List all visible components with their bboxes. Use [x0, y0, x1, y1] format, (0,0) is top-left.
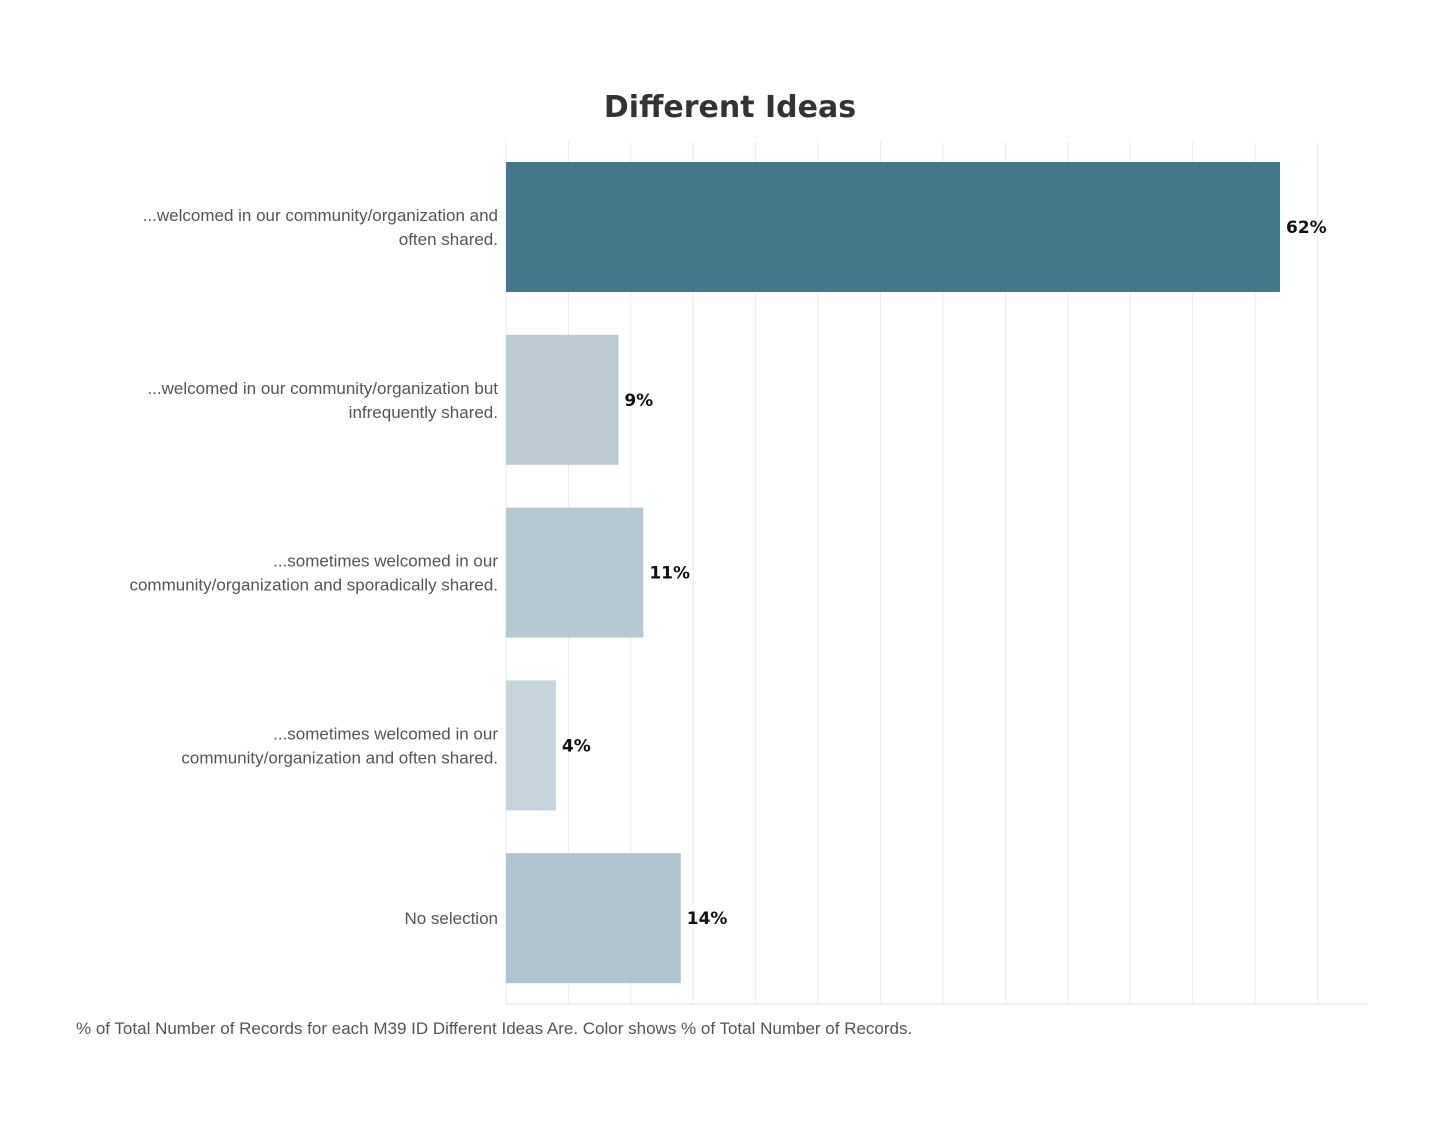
- value-labels: 62% 9% 11% 4% 14%: [562, 218, 1327, 929]
- bar-value-label: 9%: [624, 391, 653, 411]
- category-labels: ...welcomed in our community/organizatio…: [129, 206, 498, 928]
- chart-title: Different Ideas: [604, 90, 856, 125]
- category-label: No selection: [404, 909, 498, 928]
- category-label: community/organization and sporadically …: [129, 576, 498, 595]
- category-label: often shared.: [399, 230, 498, 249]
- category-label: ...welcomed in our community/organizatio…: [147, 379, 498, 398]
- bar: [506, 680, 556, 811]
- bar: [506, 334, 619, 465]
- bar: [506, 507, 644, 638]
- bar: [506, 853, 681, 984]
- bar-value-label: 4%: [562, 736, 591, 756]
- bar: [506, 162, 1280, 292]
- category-label: ...sometimes welcomed in our: [273, 724, 498, 743]
- category-label: community/organization and often shared.: [181, 748, 498, 767]
- category-label: infrequently shared.: [349, 403, 498, 422]
- bar-value-label: 14%: [687, 909, 728, 929]
- bar-value-label: 11%: [649, 564, 690, 584]
- bars: [506, 162, 1280, 984]
- bar-value-label: 62%: [1286, 218, 1327, 238]
- chart-caption: % of Total Number of Records for each M3…: [76, 1019, 912, 1038]
- category-label: ...welcomed in our community/organizatio…: [143, 206, 498, 225]
- category-label: ...sometimes welcomed in our: [273, 552, 498, 571]
